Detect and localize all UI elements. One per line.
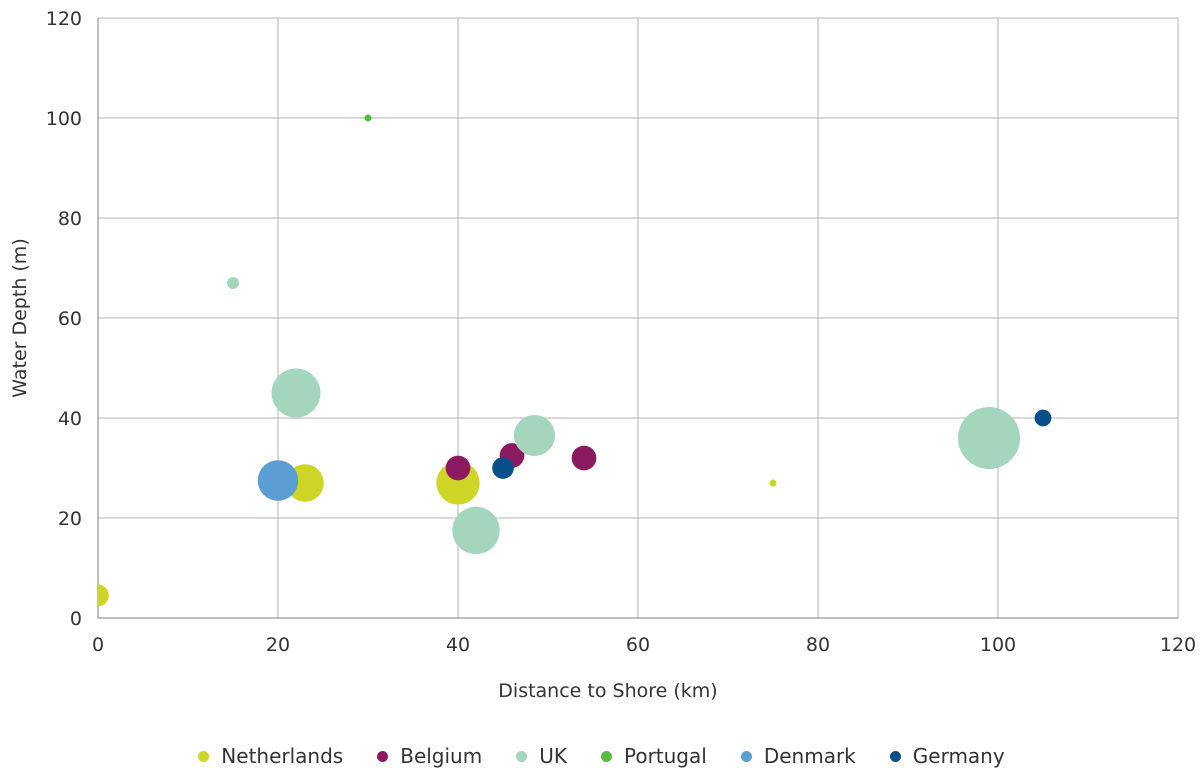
x-tick-label: 80 [806,634,830,656]
legend-label: Portugal [623,744,707,768]
legend-item-portugal: Portugal [600,744,707,768]
y-tick-label: 60 [58,308,82,330]
bubble-germany [492,457,514,479]
legend-label: Denmark [763,744,856,768]
legend-swatch [377,750,389,762]
x-axis-title: Distance to Shore (km) [498,680,717,702]
y-axis-title: Water Depth (m) [9,238,31,397]
bubble-uk [452,506,500,555]
x-tick-label: 100 [980,634,1016,656]
legend-item-denmark: Denmark [740,744,856,768]
legend-label: Netherlands [221,744,344,768]
legend-swatch [516,750,528,762]
legend-label: UK [539,744,567,768]
x-tick-label: 60 [626,634,650,656]
x-tick-label: 40 [446,634,470,656]
data-points [98,114,1052,607]
x-tick-label: 120 [1160,634,1196,656]
bubble-portugal [364,114,372,122]
bubble-belgium [445,455,471,481]
legend-label: Belgium [400,744,483,768]
y-tick-label: 40 [58,408,82,430]
tick-labels: 0 20 40 60 80 100 120 0 20 40 60 80 100 120 [46,8,1196,656]
bubble-germany [1034,409,1052,427]
bubble-netherlands [98,584,109,607]
legend-label: Germany [912,744,1005,768]
bubble-belgium [571,445,597,471]
y-tick-label: 80 [58,208,82,230]
legend-swatch [198,750,210,762]
legend-item-belgium: Belgium [377,744,482,768]
bubble-uk [958,407,1020,469]
y-tick-label: 20 [58,508,82,530]
legend-swatch [889,750,901,762]
x-tick-label: 20 [266,634,290,656]
y-tick-label: 0 [70,608,82,630]
bubble-netherlands [769,479,777,487]
bubble-uk [271,368,321,418]
legend-swatch [600,750,612,762]
legend-item-netherlands: Netherlands [198,744,343,768]
legend: Netherlands Belgium UK Portugal Denmark Germa… [0,741,1203,771]
legend-item-germany: Germany [889,744,1005,768]
legend-swatch [740,750,752,762]
bubble-uk [513,414,556,457]
x-tick-label: 0 [92,634,104,656]
y-tick-label: 100 [46,108,82,130]
bubble-uk [227,277,239,289]
gridlines [97,17,1179,619]
y-tick-label: 120 [46,8,82,30]
legend-item-uk: UK [516,744,567,768]
bubble-denmark [257,460,299,501]
